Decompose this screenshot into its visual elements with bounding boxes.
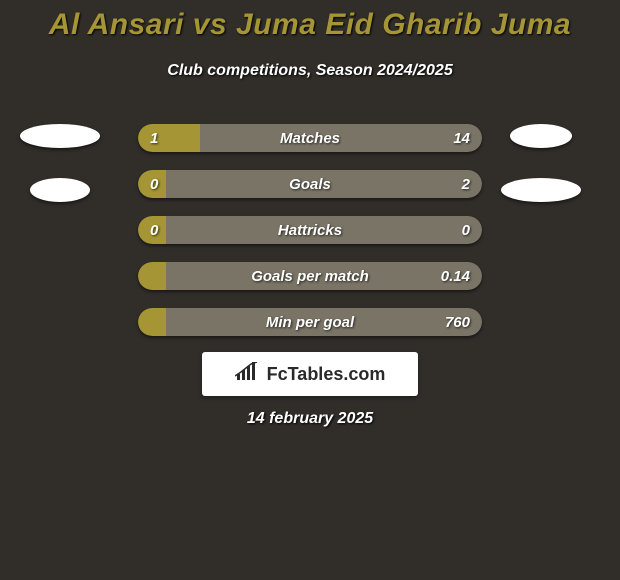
stat-value-right: 0 — [462, 216, 470, 244]
right-ellipse-group — [510, 124, 581, 202]
logo-text: FcTables.com — [267, 364, 386, 385]
player-avatar-ellipse — [501, 178, 581, 202]
stat-value-right: 0.14 — [441, 262, 470, 290]
subtitle: Club competitions, Season 2024/2025 — [0, 62, 620, 80]
stat-label: Hattricks — [138, 216, 482, 244]
player-avatar-ellipse — [510, 124, 572, 148]
stat-value-right: 760 — [445, 308, 470, 336]
stat-value-left: 1 — [150, 124, 158, 152]
stat-bar: Hattricks0 0 — [138, 216, 482, 244]
stat-value-left: 0 — [150, 170, 158, 198]
source-logo: FcTables.com — [202, 352, 418, 396]
stat-label: Min per goal — [138, 308, 482, 336]
stat-label: Matches — [138, 124, 482, 152]
comparison-bars: Matches114Goals02Hattricks00Goals per ma… — [138, 124, 482, 354]
left-ellipse-group — [20, 124, 100, 202]
stat-value-right: 14 — [453, 124, 470, 152]
stat-value-right: 2 — [462, 170, 470, 198]
bars-chart-icon — [235, 362, 261, 387]
date-label: 14 february 2025 — [0, 410, 620, 428]
stat-bar: Goals per match0.14 — [138, 262, 482, 290]
stat-label: Goals — [138, 170, 482, 198]
stat-label: Goals per match — [138, 262, 482, 290]
stat-bar: Min per goal760 — [138, 308, 482, 336]
page-title: Al Ansari vs Juma Eid Gharib Juma — [0, 0, 620, 42]
stat-bar: Goals0 2 — [138, 170, 482, 198]
stat-value-left: 0 — [150, 216, 158, 244]
player-avatar-ellipse — [20, 124, 100, 148]
stat-bar: Matches1 14 — [138, 124, 482, 152]
player-avatar-ellipse — [30, 178, 90, 202]
